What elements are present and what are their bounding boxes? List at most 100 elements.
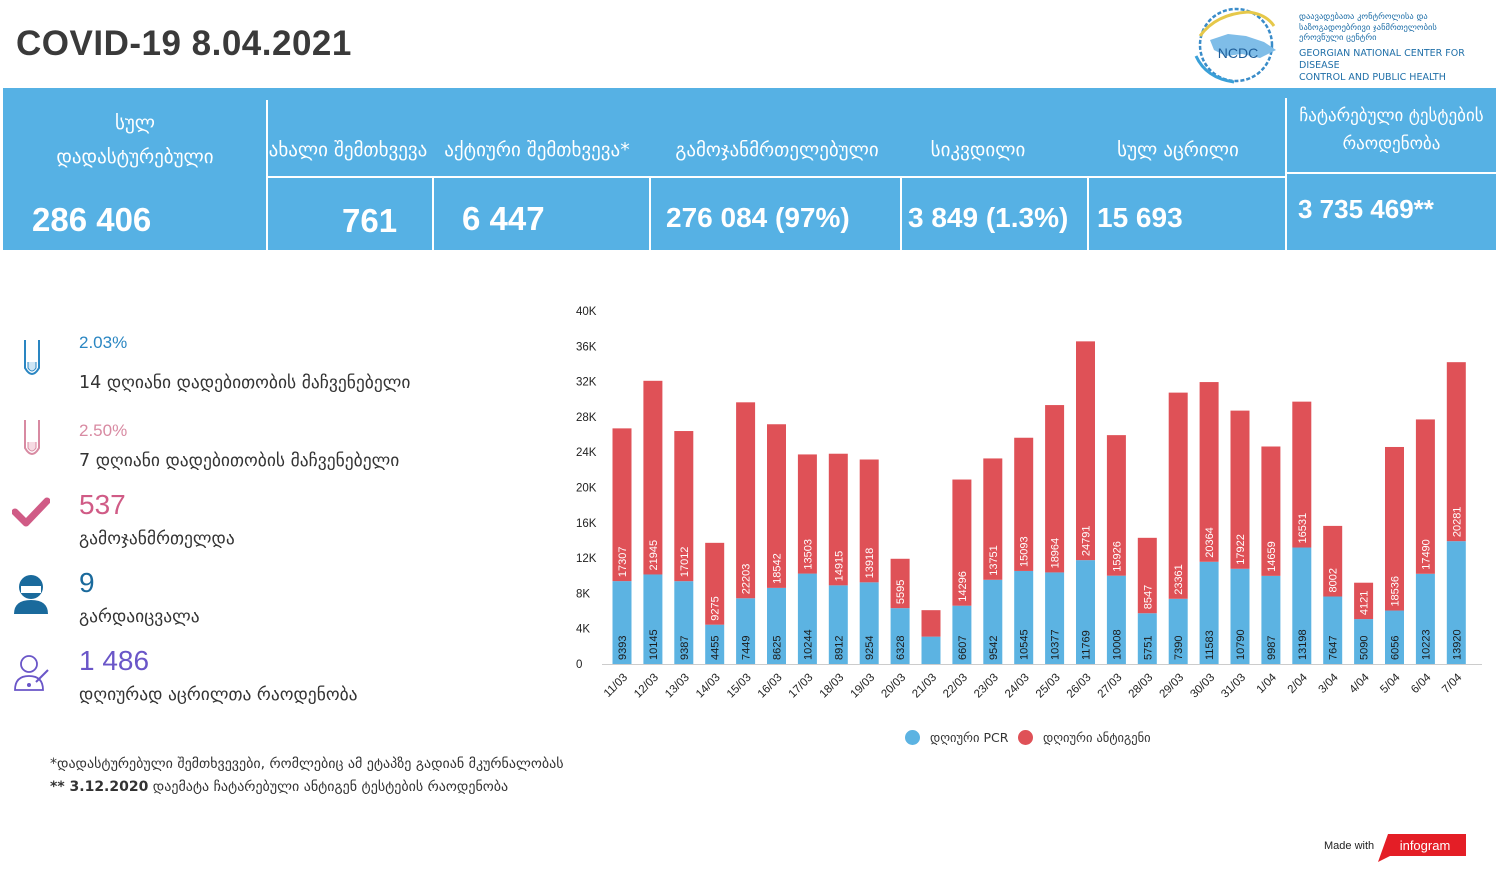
ncdc-en-line: CONTROL AND PUBLIC HEALTH [1299,71,1446,83]
data-label-antigen: 17922 [1235,534,1247,565]
bar-pcr [859,582,879,664]
bar-pcr [674,581,694,664]
data-label-antigen: 17490 [1420,539,1432,570]
data-label-antigen: 8002 [1328,568,1340,592]
x-tick-label: 3/04 [1317,671,1342,696]
data-label-pcr: 10545 [1019,629,1031,660]
data-label-pcr: 9987 [1266,636,1278,660]
x-tick-label: 24/03 [1003,672,1032,701]
data-label-antigen: 17307 [617,547,629,578]
vaccinated-today-label: დღიურად აცრილთა რაოდენობა [79,685,358,705]
y-tick-label: 24K [576,447,597,459]
bar-antigen [1199,382,1219,562]
bar-pcr [828,585,848,664]
y-tick-label: 28K [576,412,597,424]
x-tick-label: 31/03 [1219,672,1248,701]
bar-antigen [1261,446,1281,576]
data-label-pcr: 9387 [679,636,691,660]
bar-antigen [736,402,756,599]
x-tick-label: 6/04 [1409,671,1434,696]
x-tick-label: 20/03 [879,672,908,701]
bar-antigen [1446,362,1466,542]
bar-pcr [767,587,786,664]
bar-pcr [705,624,725,664]
bar-pcr [890,608,910,664]
data-label-antigen: 14915 [833,551,845,582]
data-label-antigen: 13503 [802,539,814,570]
data-label-pcr: 9254 [864,636,876,660]
bar-pcr [1076,560,1095,664]
positivity-7-value: 2.50% [79,421,128,440]
x-tick-label: 27/03 [1096,672,1125,701]
divider [1285,98,1287,250]
deaths-value: 3 849 (1.3%) [908,202,1069,233]
bar-antigen [1045,405,1065,573]
data-label-pcr: 6056 [1390,636,1402,660]
y-tick-label: 20K [576,483,597,495]
active-cases-label: აქტიური შემთხვევა* [444,139,630,161]
positivity-14-value: 2.03% [79,333,128,352]
ncdc-ka-line: დაავადებათა კონტროლისა და [1299,12,1428,22]
footnote-tests: ** 3.12.2020 დაემატა ჩატარებული ანტიგენ … [50,779,509,795]
deaths-today-label: გარდაიცვალა [79,607,200,627]
made-with-text: Made with [1324,840,1375,852]
data-label-antigen: 16531 [1297,513,1309,544]
x-tick-label: 29/03 [1157,672,1186,701]
data-label-pcr: 10145 [648,629,660,660]
data-label-pcr: 13920 [1451,629,1463,660]
x-tick-label: 14/03 [694,672,723,701]
bar-pcr [1106,575,1126,664]
x-tick-label: 16/03 [756,672,785,701]
data-label-pcr: 9542 [988,636,1000,660]
bar-pcr [983,579,1003,664]
bar-pcr [1168,598,1188,664]
recovered-value: 276 084 (97%) [666,202,850,233]
bar-pcr [1323,596,1343,664]
bar-antigen [1168,392,1188,599]
tests-label: ჩატარებული ტესტების რაოდენობა [1299,106,1484,154]
bar-antigen [1076,341,1095,561]
data-label-pcr: 7647 [1328,636,1340,660]
bar-antigen [705,542,725,625]
data-label-antigen: 21945 [648,540,660,571]
divider [268,176,1285,178]
bar-pcr [612,581,632,664]
bar-antigen [983,458,1003,580]
bar-pcr [1199,561,1219,664]
bar-antigen [767,424,786,588]
footnote-active: *დადასტურებული შემთხვევები, რომლებიც ამ … [50,756,564,772]
data-label-pcr: 10377 [1050,629,1062,660]
bar-antigen [1415,419,1435,574]
bar-pcr [797,573,817,664]
divider [900,178,902,250]
ncdc-en-line: GEORGIAN NATIONAL CENTER FOR DISEASE [1299,47,1465,71]
infogram-logo[interactable]: infogram [1378,834,1466,864]
data-label-pcr: 6328 [895,636,907,660]
data-label-pcr: 13198 [1297,629,1309,660]
recovered-today-value: 537 [79,489,126,520]
test-tube-icon [24,420,40,455]
total-confirmed-label: სულ დადასტურებული [56,112,214,168]
x-tick-label: 30/03 [1188,672,1217,701]
x-tick-label: 17/03 [787,672,816,701]
bar-antigen [952,479,972,606]
bar-pcr [736,598,756,664]
data-label-antigen: 18542 [772,553,784,584]
recovered-label: გამოჯანმრთელებული [675,139,879,161]
data-label-antigen: 5595 [895,580,907,604]
bar-pcr [1385,610,1404,664]
y-tick-label: 32K [576,377,597,389]
bar-antigen [1137,537,1157,614]
x-tick-label: 4/04 [1347,671,1372,696]
data-label-antigen: 18964 [1050,538,1062,569]
ncdc-ka-line: ეროვნული ცენტრი [1299,33,1377,43]
bar-pcr [952,605,972,664]
daily-tests-chart: 0 4K 8K 12K 16K 20K 24K 28K 32K 36K 40K 9393 17307 11… [576,306,1482,701]
divider [649,178,651,250]
bar-antigen [1014,437,1034,571]
data-label-pcr: 9393 [617,636,629,660]
data-label-pcr: 10244 [802,629,814,660]
bar-antigen [1354,582,1374,620]
x-tick-label: 2/04 [1286,671,1311,696]
divider [266,100,268,250]
